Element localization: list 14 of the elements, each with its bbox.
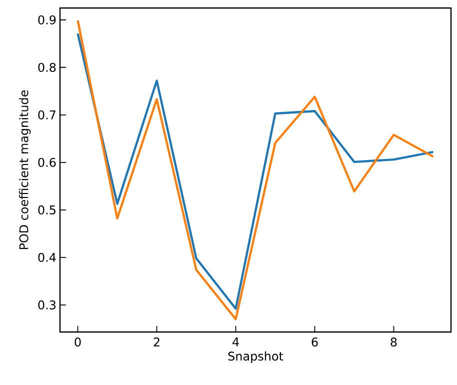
y-axis-title: POD coefficient magnitude	[19, 90, 31, 250]
x-tick-label: 4	[232, 338, 239, 346]
y-tick-label: 0.3	[38, 300, 56, 310]
y-tick-label: 0.6	[38, 158, 56, 167]
x-tick-label: 8	[390, 338, 397, 347]
y-tick-label: 0.5	[38, 205, 56, 214]
y-tick-label: 0.8	[38, 62, 56, 72]
x-tick-label: 2	[154, 338, 160, 346]
y-tick-label: 0.4	[38, 252, 56, 262]
x-axis-title: Snapshot	[228, 351, 284, 363]
y-tick-label: 0.7	[38, 110, 56, 120]
y-tick-label: 0.9	[38, 15, 56, 24]
x-tick-label: 0	[74, 338, 81, 347]
x-tick-label: 6	[312, 338, 318, 347]
